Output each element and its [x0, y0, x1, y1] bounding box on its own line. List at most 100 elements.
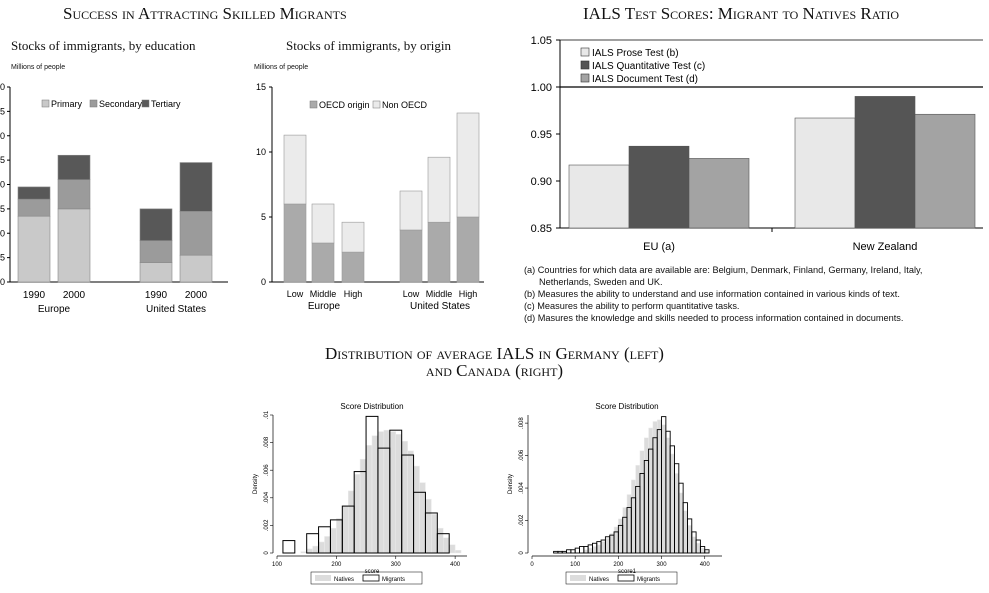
- germany-histogram: Score Distribution 0 .002 .004 .006 .008 .01 De…: [253, 402, 467, 585]
- x-tick-label: 200: [331, 562, 342, 568]
- panel-a-subtitle: Stocks of immigrants, by education: [11, 38, 196, 53]
- legend-swatch: [362, 574, 380, 582]
- natives-bar: [626, 494, 632, 554]
- note-a-cont: Netherlands, Sweden and UK.: [539, 277, 663, 287]
- natives-bar: [389, 431, 396, 554]
- y-tick-label: 0.90: [531, 176, 552, 188]
- y-axis-label: Density: [508, 474, 514, 494]
- natives-bar: [687, 525, 693, 554]
- bar-prose: [568, 164, 630, 229]
- bar-non-oecd: [341, 221, 365, 253]
- x-tick-label: 300: [657, 562, 668, 568]
- legend-label: Secondary: [99, 99, 143, 109]
- bar-quantitative: [854, 96, 916, 229]
- y-tick-label: 0.85: [531, 223, 552, 235]
- y-tick-label: .006: [519, 449, 525, 461]
- legend-label: Natives: [334, 577, 354, 583]
- legend-label: Natives: [589, 577, 609, 583]
- bar-non-oecd: [283, 134, 307, 205]
- y-tick-label: 1.05: [531, 35, 552, 47]
- bar-tertiary: [17, 186, 51, 200]
- migrants-bar: [570, 549, 576, 554]
- bar-oecd-origin: [427, 221, 451, 283]
- group-label: Europe: [38, 304, 71, 315]
- left-section-title: Success in Attracting Skilled Migrants: [63, 4, 347, 23]
- bar-tertiary: [179, 162, 213, 212]
- y-tick-label: .008: [519, 417, 525, 429]
- natives-bar: [656, 419, 662, 554]
- natives-bar: [336, 518, 343, 554]
- y-tick-label: 5: [261, 212, 266, 222]
- bar-quantitative: [628, 145, 690, 229]
- natives-bar: [583, 549, 589, 554]
- natives-bar: [622, 507, 628, 554]
- natives-bar: [652, 421, 658, 554]
- ials-ratio-chart: 0.85 0.90 0.95 1.00 1.05 EU (a) New Zealand IAL…: [531, 35, 983, 253]
- x-tick-label: 100: [570, 562, 581, 568]
- bar-oecd-origin: [311, 242, 335, 283]
- natives-bar: [330, 527, 337, 554]
- x-tick-label: 300: [391, 562, 402, 568]
- bar-secondary: [57, 179, 91, 210]
- y-tick-label: 5: [0, 204, 5, 214]
- y-tick-label: 0: [0, 180, 5, 190]
- legend-swatch: [41, 99, 50, 108]
- natives-bar: [618, 518, 623, 554]
- natives-bar: [682, 510, 688, 554]
- x-tick-label: Low: [287, 289, 304, 299]
- migrants-bar: [424, 512, 438, 554]
- legend-swatch: [309, 100, 318, 109]
- legend-swatch: [617, 574, 635, 582]
- bottom-title-line1: Distribution of average IALS in Germany …: [325, 344, 664, 363]
- legend-swatch: [89, 99, 98, 108]
- y-tick-label: 0: [264, 551, 270, 555]
- bar-secondary: [17, 198, 51, 217]
- migrants-bar: [574, 547, 580, 554]
- natives-bar: [342, 505, 349, 554]
- bar-tertiary: [57, 154, 91, 180]
- group-label: Europe: [308, 301, 341, 312]
- natives-bar: [437, 527, 444, 554]
- migrants-bar: [579, 546, 585, 554]
- legend-swatch: [570, 575, 586, 581]
- note-d: (d) Masures the knowledge and skills nee…: [524, 313, 904, 323]
- natives-bar: [648, 427, 654, 554]
- x-tick-label: 1990: [145, 290, 168, 301]
- natives-bar: [401, 440, 408, 554]
- right-section-title: IALS Test Scores: Migrant to Natives Rat…: [583, 4, 900, 23]
- y-tick-label: .006: [264, 464, 270, 476]
- natives-bar: [448, 544, 456, 554]
- panel-a-ylabel: Millions of people: [11, 64, 66, 71]
- natives-bar: [365, 445, 373, 554]
- natives-bar: [443, 537, 450, 554]
- natives-bar: [359, 458, 367, 554]
- y-tick-label: 10: [256, 147, 266, 157]
- x-tick-label: 200: [613, 562, 624, 568]
- natives-bar: [306, 548, 313, 554]
- bar-primary: [17, 215, 51, 283]
- legend-swatch: [580, 60, 590, 70]
- y-tick-label: .004: [519, 482, 525, 494]
- natives-bar: [587, 547, 593, 554]
- legend-swatch: [141, 99, 150, 108]
- bar-oecd-origin: [283, 203, 307, 283]
- y-tick-label: 1.00: [531, 82, 552, 94]
- migrants-bar: [553, 550, 559, 554]
- y-tick-label: .002: [264, 519, 270, 531]
- migrants-bar: [282, 540, 296, 554]
- x-tick-label: 0: [530, 562, 534, 568]
- x-tick-label: 1990: [23, 290, 46, 301]
- panel-b-subtitle: Stocks of immigrants, by origin: [286, 38, 452, 53]
- x-tick-label: 2000: [63, 290, 86, 301]
- natives-bar: [413, 465, 420, 554]
- natives-bar: [377, 431, 385, 554]
- bar-oecd-origin: [456, 216, 480, 283]
- group-label: United States: [146, 304, 206, 315]
- legend-swatch: [580, 47, 590, 57]
- natives-bar: [605, 538, 610, 554]
- legend-label: Tertiary: [151, 99, 181, 109]
- y-tick-label: .01: [264, 410, 270, 419]
- x-tick-label: High: [459, 289, 478, 299]
- y-axis-label: Density: [253, 474, 259, 494]
- ials-notes: (a) Countries for which data are availab…: [524, 264, 922, 324]
